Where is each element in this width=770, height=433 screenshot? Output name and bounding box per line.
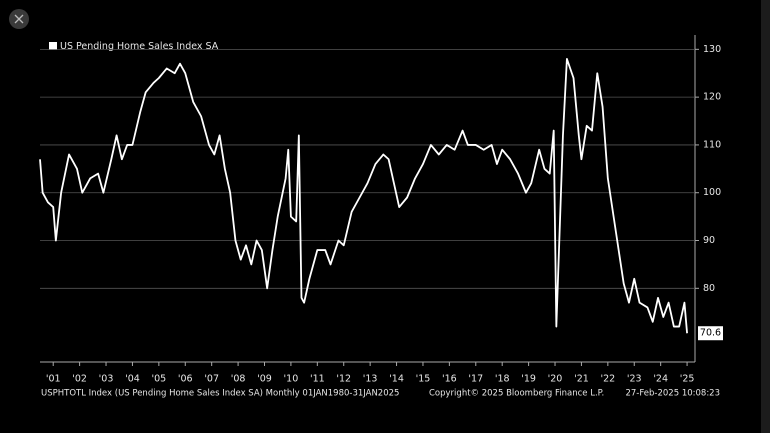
close-icon[interactable] — [14, 14, 24, 24]
x-tick-label: '18 — [495, 374, 510, 385]
x-tick-label: '11 — [310, 374, 325, 385]
x-tick-label: '08 — [231, 374, 246, 385]
y-tick-label: 120 — [703, 92, 721, 103]
x-tick-label: '05 — [151, 374, 166, 385]
x-tick-label: '09 — [257, 374, 272, 385]
close-button[interactable] — [9, 9, 29, 29]
x-tick-label: '20 — [548, 374, 563, 385]
x-tick-label: '21 — [574, 374, 589, 385]
y-tick-label: 130 — [703, 44, 721, 55]
x-tick-label: '06 — [178, 374, 193, 385]
x-tick-label: '24 — [653, 374, 668, 385]
last-value-box — [698, 326, 723, 341]
footer-center: Copyright© 2025 Bloomberg Finance L.P. — [429, 389, 604, 399]
x-tick-label: '02 — [72, 374, 87, 385]
x-tick-label: '01 — [46, 374, 61, 385]
last-value-label: 70.6 — [700, 328, 721, 339]
y-tick-label: 100 — [703, 187, 721, 198]
legend-label: US Pending Home Sales Index SA — [60, 41, 219, 52]
x-tick-label: '17 — [468, 374, 483, 385]
x-tick-label: '19 — [521, 374, 536, 385]
x-tick-label: '12 — [336, 374, 351, 385]
x-tick-label: '16 — [442, 374, 457, 385]
footer-left: USPHTOTL Index (US Pending Home Sales In… — [41, 389, 399, 399]
x-tick-label: '14 — [389, 374, 404, 385]
x-tick-label: '04 — [125, 374, 140, 385]
y-tick-label: 80 — [703, 283, 715, 294]
data-line — [39, 58, 688, 334]
x-tick-label: '22 — [600, 374, 615, 385]
footer-right: 27-Feb-2025 10:08:23 — [625, 389, 720, 399]
y-tick-label: 90 — [703, 235, 715, 246]
x-tick-label: '13 — [363, 374, 378, 385]
x-tick-label: '07 — [204, 374, 219, 385]
legend-swatch — [49, 42, 57, 50]
x-tick-label: '25 — [680, 374, 695, 385]
x-tick-label: '03 — [99, 374, 114, 385]
x-tick-label: '23 — [627, 374, 642, 385]
y-tick-label: 110 — [703, 139, 721, 150]
viewer-edge — [761, 0, 770, 433]
x-tick-label: '15 — [416, 374, 431, 385]
x-tick-label: '10 — [284, 374, 299, 385]
